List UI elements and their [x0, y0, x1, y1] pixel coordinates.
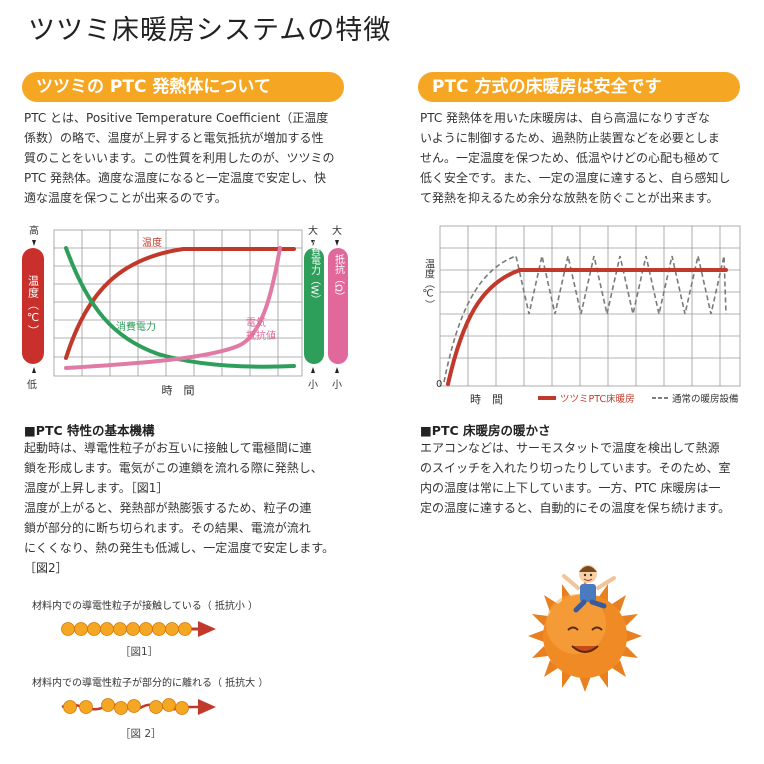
x-axis-label: 時 間: [162, 384, 195, 397]
text-line: のスイッチを入れたり切ったりしています。そのため、室: [420, 461, 731, 475]
mechanism-heading: ■PTC 特性の基本機構: [24, 423, 155, 438]
particle: [63, 700, 77, 714]
text-line: 適な温度を保つことが出来るのです。: [24, 191, 227, 205]
origin-label: 0: [436, 379, 442, 390]
power-axis-label: 消費電力（W）: [309, 234, 321, 305]
sun-face-icon: [567, 626, 603, 653]
section-header-safety: PTC 方式の床暖房は安全です: [418, 72, 740, 102]
x-axis-label: 時 間: [470, 393, 503, 406]
temperature-axis-bar: [22, 248, 44, 364]
safety-intro-text: PTC 発熱体を用いた床暖房は、自ら高温になりすぎな いように制御するため、過熱…: [420, 108, 750, 208]
chart-grid: [439, 225, 741, 387]
figure2-particle-chain: [61, 698, 216, 715]
text-line: せん。一定温度を保つため、低温やけどの心配も極めて: [420, 151, 721, 165]
ptc-characteristics-chart: 高 温度（℃） 低 大 消費電力（W） 小 大 抵抗（Ω） 小 温度 消費電力 …: [22, 224, 348, 397]
text-line: 定の温度に達すると、自動的にその温度を保ち続けます。: [420, 501, 731, 515]
resistance-curve-label: 電気: [246, 316, 266, 329]
text-line: 温度が上がると、発熱部が熱膨張するため、粒子の連: [24, 501, 312, 515]
text-line: 起動時は、導電性粒子がお互いに接触して電極間に連: [24, 441, 312, 455]
sun-highlight: [546, 594, 606, 654]
temperature-axis-label: 温度（℃）: [27, 275, 40, 337]
arrow-right-icon: [198, 699, 216, 715]
sun-illustration: [528, 565, 642, 692]
arrow-up-icon: [311, 367, 315, 373]
text-line: 係数）の略で、温度が上昇すると電気抵抗が増加する性: [24, 131, 324, 145]
child-character-icon: [562, 565, 616, 613]
y-axis-label: 温度（℃）: [422, 258, 434, 309]
resistance-axis-high: 大: [332, 224, 342, 237]
particle: [127, 699, 141, 713]
text-line: 温度が上昇します。［図1］: [24, 481, 169, 495]
particle: [79, 700, 93, 714]
particle: [175, 701, 189, 715]
figure1-description: 材料内での導電性粒子が接触している（ 抵抗小 ）: [32, 601, 259, 612]
text-line: 質のことをいいます。この性質を利用したのが、ツツミの: [24, 151, 335, 165]
arrow-down-icon: [32, 240, 36, 246]
particle: [152, 622, 166, 636]
resistance-axis-low: 小: [332, 379, 342, 391]
resistance-curve: [64, 246, 282, 370]
text-line: にくくなり、熱の発生も低減し、一定温度で安定します。: [24, 541, 335, 555]
resistance-axis-bar: [328, 248, 348, 364]
particle: [126, 622, 140, 636]
particle: [113, 622, 127, 636]
text-line: 鎖を形成します。電気がこの連鎖を流れる際に発熱し、: [24, 461, 323, 475]
warmth-text: エアコンなどは、サーモスタットで温度を検出して熱源 のスイッチを入れたり切ったり…: [420, 438, 754, 518]
arrow-right-icon: [198, 621, 216, 637]
figure2-caption: ［図 2］: [120, 728, 162, 740]
text-line: 低く安全です。また、一定の温度に達すると、自ら感知し: [420, 171, 731, 185]
warmth-heading: ■PTC 床暖房の暖かさ: [420, 423, 551, 438]
section-header-ptc: ツツミの PTC 発熱体について: [22, 72, 344, 102]
legend-normal-label: 通常の暖房設備: [672, 393, 739, 405]
left-axis-high: 高: [29, 224, 39, 237]
particle: [162, 698, 176, 712]
text-line: PTC とは、Positive Temperature Coefficient（…: [24, 111, 329, 125]
text-line: エアコンなどは、サーモスタットで温度を検出して熱源: [420, 441, 720, 455]
particle: [149, 700, 163, 714]
particle-group: [61, 622, 192, 636]
text-line: PTC 発熱体。適度な温度になると一定温度で安定し、快: [24, 171, 327, 185]
particle: [61, 622, 75, 636]
left-axis-low: 低: [27, 378, 37, 391]
legend-ptc-label: ツツミPTC床暖房: [560, 393, 635, 405]
temperature-comparison-chart: 温度（℃） 0 時 間 ツツミPTC床暖房 通常の暖房設備: [422, 225, 741, 406]
text-line: いように制御するため、過熱防止装置などを必要としま: [420, 131, 720, 145]
text-line: ［図2］: [24, 561, 68, 575]
text-line: て発熱を抑えるため余分な放熱を防ぐことが出来ます。: [420, 191, 719, 205]
particle-group: [63, 698, 189, 715]
power-axis-high: 大: [308, 224, 318, 237]
figure1-particle-chain: [61, 621, 216, 637]
temperature-curve-label: 温度: [142, 236, 162, 249]
normal-heating-curve: [443, 254, 727, 383]
text-line: 内の温度は常に上下しています。一方、PTC 床暖房は一: [420, 481, 721, 495]
particle: [87, 622, 101, 636]
resistance-axis-label: 抵抗（Ω）: [333, 253, 345, 302]
arrow-down-icon: [335, 240, 339, 246]
power-axis-low: 小: [308, 379, 318, 391]
power-curve: [64, 246, 296, 369]
particle: [114, 701, 128, 715]
figure2-description: 材料内での導電性粒子が部分的に離れる（ 抵抗大 ）: [32, 678, 269, 689]
particle: [165, 622, 179, 636]
particle: [139, 622, 153, 636]
temperature-curve: [64, 247, 296, 360]
text-line: 鎖が部分的に断ち切られます。その結果、電流が流れ: [24, 521, 311, 535]
particle: [100, 622, 114, 636]
particle: [101, 698, 115, 712]
figure1-caption: ［図1］: [120, 646, 159, 658]
particle: [74, 622, 88, 636]
page-title: ツツミ床暖房システムの特徴: [28, 15, 392, 46]
ptc-heating-curve: [446, 268, 728, 386]
text-line: PTC 発熱体を用いた床暖房は、自ら高温になりすぎな: [420, 111, 711, 125]
arrow-down-icon: [311, 240, 315, 246]
chart-grid: [53, 229, 303, 377]
particle: [178, 622, 192, 636]
arrow-up-icon: [335, 367, 339, 373]
power-curve-label: 消費電力: [116, 320, 156, 333]
ptc-intro-text: PTC とは、Positive Temperature Coefficient（…: [24, 108, 354, 208]
resistance-curve-label: 抵抗値: [246, 329, 276, 342]
mechanism-text: 起動時は、導電性粒子がお互いに接触して電極間に連 鎖を形成します。電気がこの連鎖…: [24, 438, 358, 578]
power-axis-bar: [304, 248, 324, 364]
arrow-up-icon: [32, 367, 36, 373]
